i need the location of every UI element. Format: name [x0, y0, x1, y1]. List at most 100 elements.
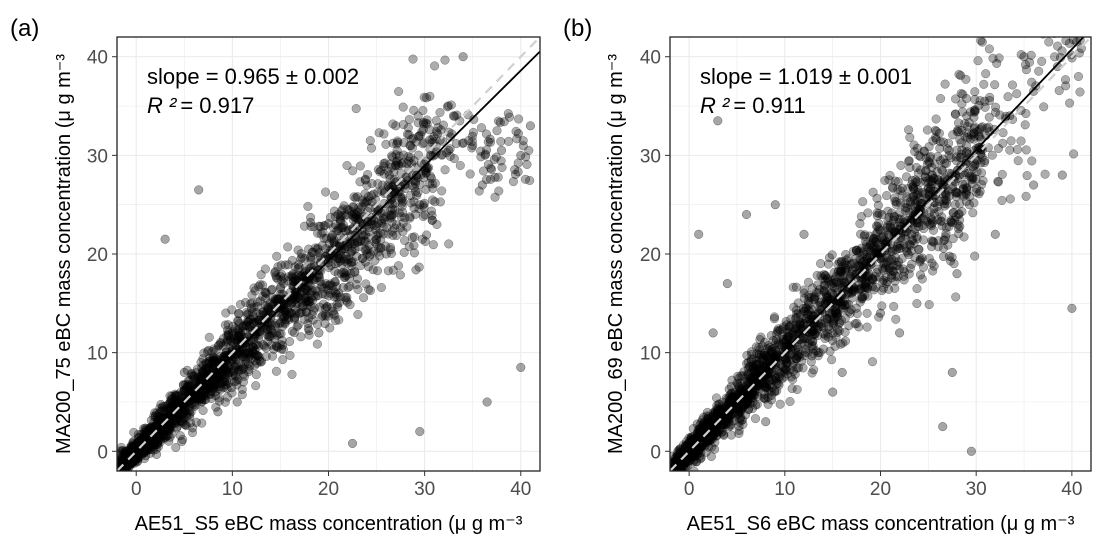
data-point: [818, 273, 828, 283]
data-point: [273, 294, 283, 304]
data-point: [323, 258, 333, 268]
data-point: [366, 191, 377, 201]
data-point: [139, 446, 149, 456]
data-point: [314, 221, 324, 231]
data-point: [956, 88, 966, 99]
data-point: [128, 457, 138, 467]
data-point: [990, 80, 1000, 90]
data-point: [373, 218, 383, 228]
data-point: [208, 353, 218, 363]
data-point: [346, 248, 356, 258]
data-point: [172, 390, 183, 400]
data-point: [214, 372, 224, 382]
data-point: [906, 241, 916, 251]
data-point: [821, 293, 831, 303]
data-point: [141, 438, 151, 448]
data-point: [181, 421, 192, 431]
data-point: [482, 397, 492, 407]
data-point: [838, 297, 848, 307]
data-point: [871, 282, 881, 292]
data-point: [976, 149, 986, 159]
data-point: [236, 340, 246, 350]
data-point: [241, 357, 251, 367]
data-point: [735, 384, 745, 394]
data-point: [232, 380, 242, 390]
data-point: [665, 477, 674, 486]
data-point: [437, 149, 447, 159]
data-point: [1027, 77, 1037, 87]
data-point: [242, 307, 252, 317]
data-point: [756, 362, 766, 372]
data-point: [217, 369, 228, 379]
data-point: [350, 213, 360, 223]
data-point: [925, 151, 936, 161]
data-point: [144, 435, 154, 446]
data-point: [665, 473, 674, 482]
data-point: [901, 234, 911, 244]
data-point: [258, 291, 268, 301]
data-point: [806, 292, 816, 302]
data-point: [831, 271, 841, 281]
data-point: [366, 143, 377, 153]
data-point: [237, 390, 247, 400]
data-point: [333, 302, 343, 312]
data-point: [195, 372, 205, 382]
data-point: [420, 165, 430, 175]
data-point: [326, 261, 336, 271]
data-point: [201, 391, 211, 401]
data-point: [1001, 111, 1011, 121]
data-point: [672, 452, 682, 462]
data-point: [938, 243, 949, 253]
data-point: [233, 374, 243, 385]
data-point: [831, 306, 841, 317]
data-point: [129, 442, 139, 452]
data-point: [975, 186, 985, 196]
data-point: [333, 257, 343, 267]
data-point: [775, 399, 785, 409]
data-point: [987, 150, 997, 160]
data-point: [922, 159, 932, 169]
data-point: [393, 189, 403, 199]
data-point: [392, 146, 402, 156]
data-point: [800, 351, 810, 361]
data-point: [162, 413, 172, 423]
data-point: [833, 312, 843, 322]
data-point: [319, 233, 329, 243]
data-point: [339, 201, 349, 211]
data-point: [425, 125, 435, 135]
data-point: [207, 382, 217, 392]
data-point: [160, 401, 170, 412]
data-point: [524, 145, 534, 156]
data-point: [165, 404, 175, 415]
data-point: [744, 391, 754, 401]
data-point: [976, 123, 986, 133]
data-point: [809, 365, 819, 375]
data-point: [353, 284, 363, 295]
data-point: [353, 236, 363, 246]
data-point: [300, 293, 310, 303]
data-point: [1019, 52, 1029, 62]
data-point: [904, 156, 914, 166]
data-point: [234, 327, 244, 337]
data-point: [187, 399, 197, 409]
data-point: [361, 197, 372, 207]
data-point: [381, 241, 391, 251]
x-tick-label: 0: [131, 479, 142, 500]
data-point: [117, 442, 126, 452]
data-point: [428, 240, 438, 250]
data-point: [314, 271, 324, 281]
data-point: [322, 302, 332, 312]
data-point: [814, 321, 824, 331]
data-point: [354, 242, 364, 252]
data-point: [890, 176, 900, 186]
data-point: [222, 392, 232, 402]
data-point: [701, 426, 712, 437]
data-point: [783, 335, 793, 345]
data-point: [418, 200, 428, 210]
data-point: [885, 220, 895, 230]
data-point: [751, 370, 761, 380]
data-point: [262, 318, 272, 328]
data-point: [202, 364, 212, 374]
data-point: [152, 437, 163, 447]
data-point: [178, 435, 188, 445]
